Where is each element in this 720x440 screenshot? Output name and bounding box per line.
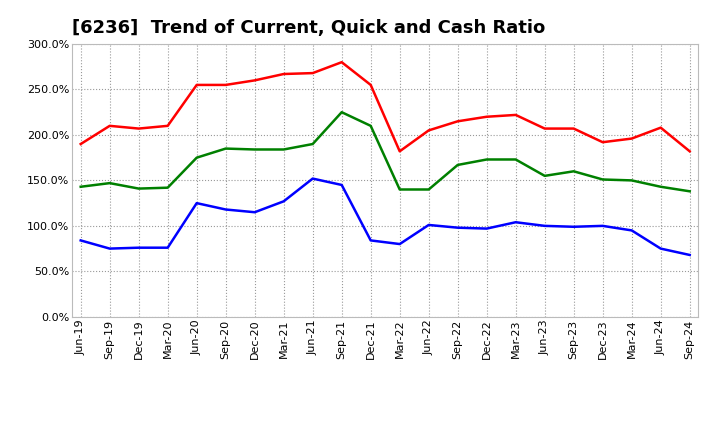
Current Ratio	[76, 141, 85, 147]
Current Ratio	[366, 82, 375, 88]
Current Ratio	[627, 136, 636, 141]
Current Ratio	[163, 123, 172, 128]
Cash Ratio	[279, 199, 288, 204]
Quick Ratio	[135, 186, 143, 191]
Current Ratio	[105, 123, 114, 128]
Cash Ratio	[338, 182, 346, 187]
Current Ratio	[395, 149, 404, 154]
Quick Ratio	[338, 110, 346, 115]
Line: Quick Ratio: Quick Ratio	[81, 112, 690, 191]
Quick Ratio	[657, 184, 665, 189]
Quick Ratio	[163, 185, 172, 191]
Cash Ratio	[395, 242, 404, 247]
Quick Ratio	[395, 187, 404, 192]
Cash Ratio	[685, 252, 694, 257]
Quick Ratio	[454, 162, 462, 168]
Cash Ratio	[163, 245, 172, 250]
Quick Ratio	[76, 184, 85, 189]
Cash Ratio	[251, 209, 259, 215]
Current Ratio	[454, 119, 462, 124]
Current Ratio	[685, 149, 694, 154]
Cash Ratio	[598, 223, 607, 228]
Current Ratio	[511, 112, 520, 117]
Current Ratio	[424, 128, 433, 133]
Cash Ratio	[511, 220, 520, 225]
Quick Ratio	[598, 177, 607, 182]
Cash Ratio	[657, 246, 665, 251]
Quick Ratio	[627, 178, 636, 183]
Quick Ratio	[308, 141, 317, 147]
Text: [6236]  Trend of Current, Quick and Cash Ratio: [6236] Trend of Current, Quick and Cash …	[72, 19, 545, 37]
Cash Ratio	[308, 176, 317, 181]
Current Ratio	[657, 125, 665, 130]
Cash Ratio	[424, 222, 433, 227]
Current Ratio	[482, 114, 491, 119]
Current Ratio	[192, 82, 201, 88]
Current Ratio	[221, 82, 230, 88]
Cash Ratio	[482, 226, 491, 231]
Current Ratio	[279, 71, 288, 77]
Current Ratio	[338, 59, 346, 65]
Cash Ratio	[366, 238, 375, 243]
Line: Current Ratio: Current Ratio	[81, 62, 690, 151]
Cash Ratio	[221, 207, 230, 212]
Quick Ratio	[424, 187, 433, 192]
Current Ratio	[135, 126, 143, 131]
Current Ratio	[308, 70, 317, 76]
Current Ratio	[598, 139, 607, 145]
Quick Ratio	[251, 147, 259, 152]
Quick Ratio	[541, 173, 549, 179]
Quick Ratio	[366, 123, 375, 128]
Cash Ratio	[105, 246, 114, 251]
Quick Ratio	[221, 146, 230, 151]
Current Ratio	[251, 78, 259, 83]
Cash Ratio	[570, 224, 578, 229]
Quick Ratio	[570, 169, 578, 174]
Quick Ratio	[105, 180, 114, 186]
Cash Ratio	[76, 238, 85, 243]
Quick Ratio	[192, 155, 201, 160]
Cash Ratio	[627, 228, 636, 233]
Cash Ratio	[454, 225, 462, 230]
Quick Ratio	[279, 147, 288, 152]
Legend: Current Ratio, Quick Ratio, Cash Ratio: Current Ratio, Quick Ratio, Cash Ratio	[176, 438, 594, 440]
Quick Ratio	[482, 157, 491, 162]
Quick Ratio	[685, 189, 694, 194]
Cash Ratio	[135, 245, 143, 250]
Current Ratio	[541, 126, 549, 131]
Cash Ratio	[541, 223, 549, 228]
Cash Ratio	[192, 201, 201, 206]
Line: Cash Ratio: Cash Ratio	[81, 179, 690, 255]
Quick Ratio	[511, 157, 520, 162]
Current Ratio	[570, 126, 578, 131]
